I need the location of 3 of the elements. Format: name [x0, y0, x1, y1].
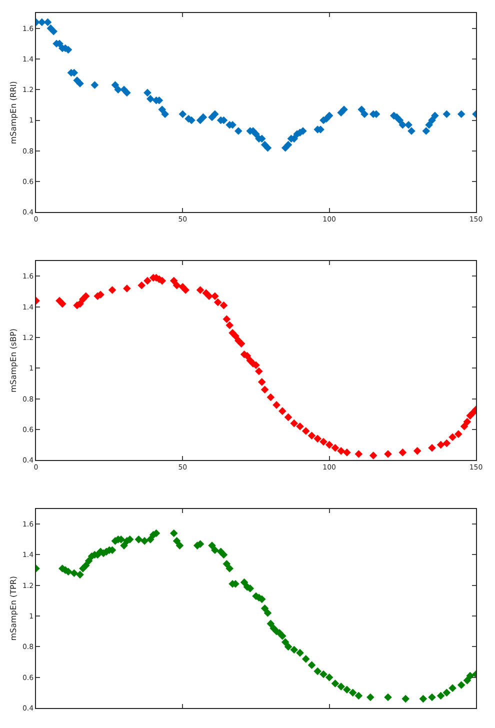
y-axis-title: mSampEn (TPR): [9, 576, 18, 641]
y-axis-title: mSampEn (sBP): [9, 328, 18, 393]
y-axis-title: mSampEn (RRI): [9, 81, 18, 144]
